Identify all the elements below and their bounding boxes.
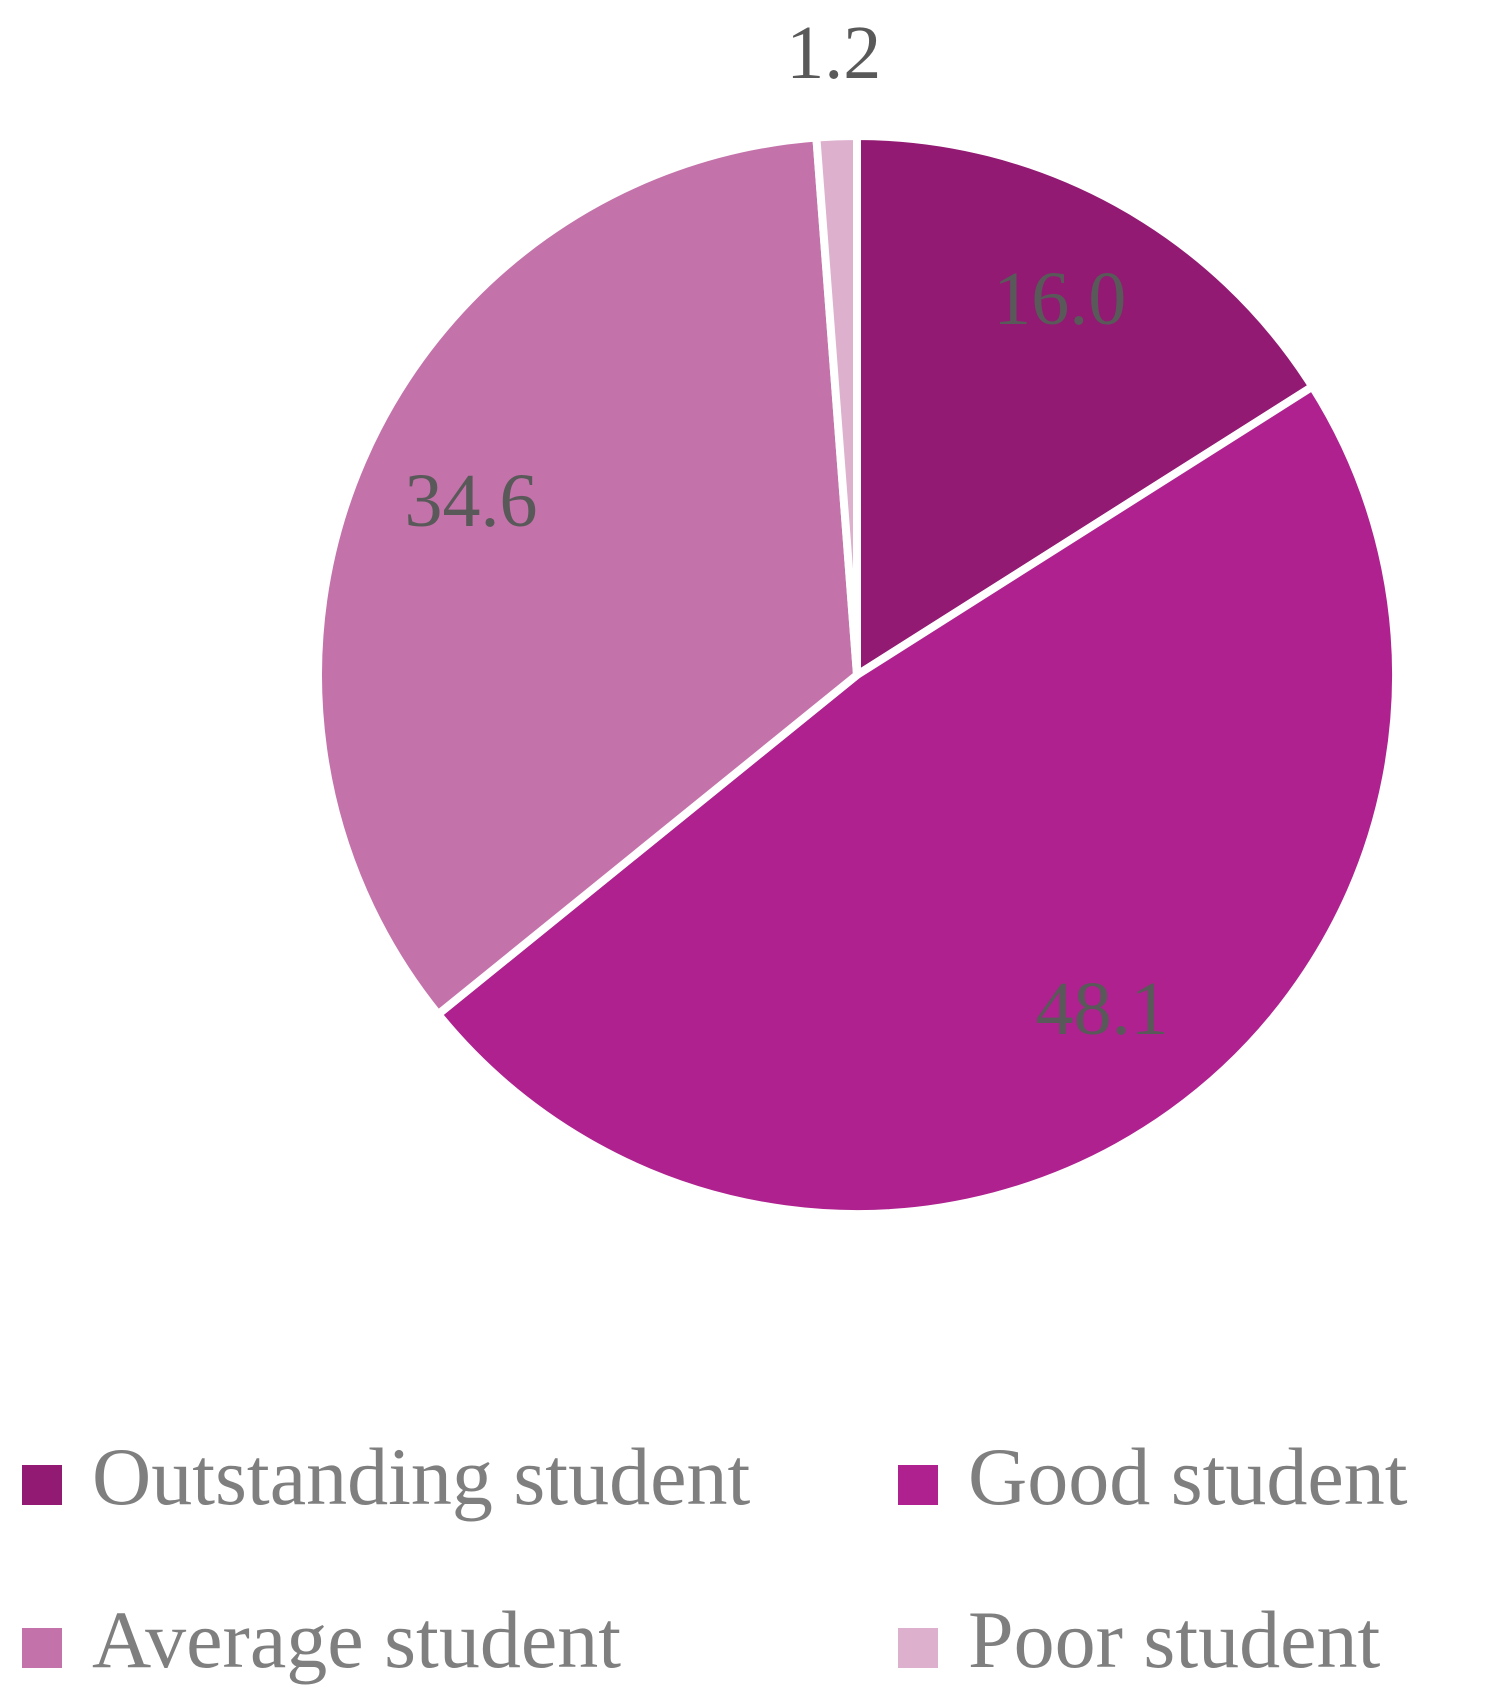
legend-label: Good student	[968, 1431, 1408, 1522]
legend-swatch	[898, 1628, 938, 1668]
pie-slice	[853, 131, 1318, 683]
legend-label: Outstanding student	[92, 1431, 750, 1522]
legend-swatch	[22, 1465, 62, 1505]
data-label: 16.0	[993, 257, 1126, 341]
data-label: 48.1	[1036, 967, 1169, 1051]
pie-slice	[314, 133, 862, 1020]
data-label: 34.6	[404, 459, 537, 543]
data-label: 1.2	[786, 11, 881, 95]
legend-label: Average student	[92, 1594, 621, 1685]
legend-swatch	[22, 1628, 62, 1668]
legend-swatch	[898, 1465, 938, 1505]
legend-label: Poor student	[968, 1594, 1381, 1685]
pie-slice	[812, 131, 861, 676]
pie-slice	[432, 381, 1400, 1218]
